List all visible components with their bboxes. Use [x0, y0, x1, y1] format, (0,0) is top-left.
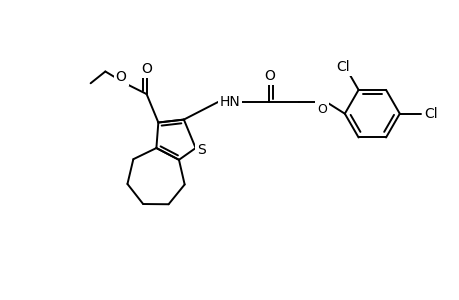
Text: O: O — [141, 61, 151, 76]
Text: O: O — [263, 69, 274, 83]
Text: S: S — [197, 143, 206, 157]
Text: Cl: Cl — [424, 107, 437, 121]
Text: O: O — [317, 103, 326, 116]
Text: O: O — [115, 70, 126, 84]
Text: Cl: Cl — [336, 60, 349, 74]
Text: HN: HN — [219, 95, 240, 109]
